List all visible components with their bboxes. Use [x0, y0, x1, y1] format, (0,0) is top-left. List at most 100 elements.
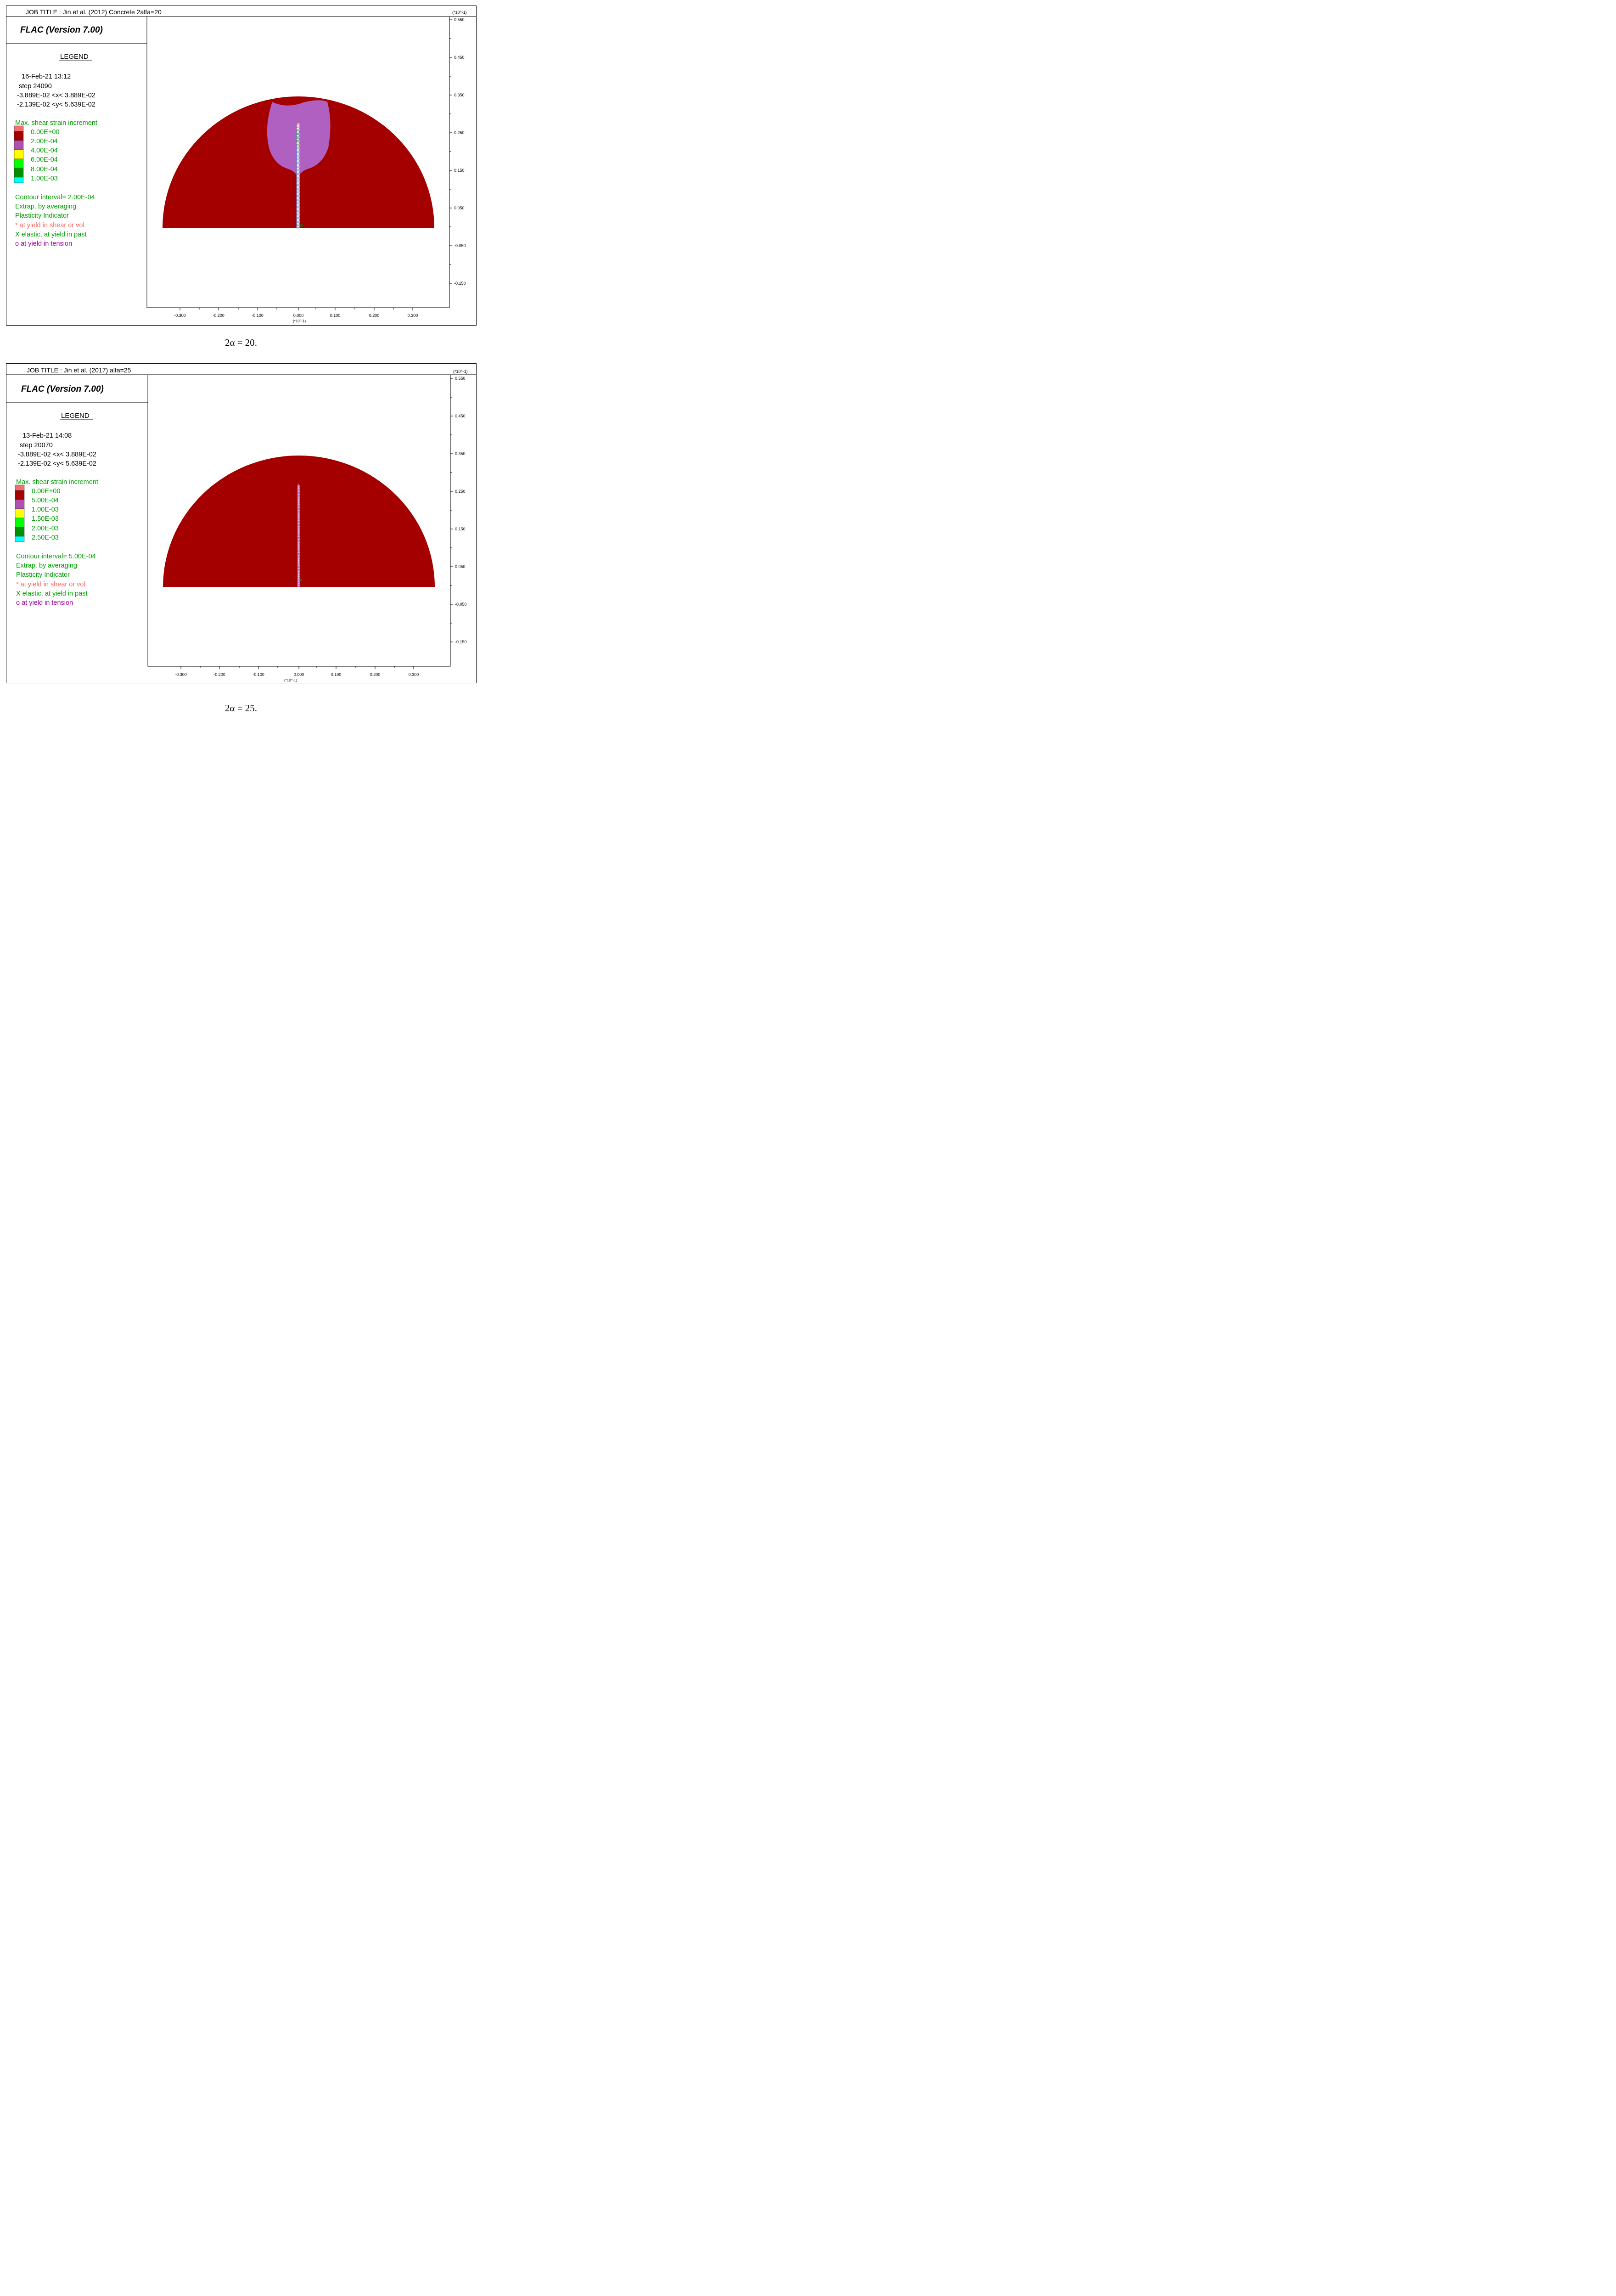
- plasticity-heading: Plasticity Indicator: [16, 571, 70, 579]
- x-tick-label: 0.000: [294, 672, 304, 677]
- contour-level-1: 2.00E-04: [31, 138, 58, 145]
- x-range: -3.889E-02 <x< 3.889E-02: [17, 92, 95, 99]
- contour-interval: Contour interval= 5.00E-04: [16, 553, 96, 560]
- y-axis-multiplier: (*10^-1): [452, 10, 467, 15]
- x-tick-label: 0.100: [330, 313, 341, 318]
- marker-elastic-note: X elastic, at yield in past: [16, 590, 88, 597]
- swatch-2: [14, 140, 24, 150]
- swatch-5: [15, 527, 25, 537]
- contour-level-1: 5.00E-04: [32, 497, 59, 504]
- contour-level-3: 1.50E-03: [32, 515, 59, 523]
- y-tick-label: 0.350: [455, 451, 466, 456]
- y-tick-label: -0.050: [454, 243, 466, 248]
- x-tick-label: 0.000: [293, 313, 304, 318]
- y-tick-label: 0.050: [455, 564, 466, 569]
- swatch-0: [15, 484, 25, 491]
- flac-plot-panel-2: JOB TITLE : Jin et al. (2017) alfa=25 FL…: [6, 363, 477, 683]
- marker-shear-note: * at yield in shear or vol.: [16, 581, 87, 588]
- y-tick-label: 0.450: [454, 55, 465, 60]
- y-tick-label: 0.550: [455, 376, 466, 381]
- y-tick-label: -0.050: [455, 602, 467, 607]
- x-tick-label: -0.100: [252, 672, 264, 677]
- program-name: FLAC (Version 7.00): [21, 384, 104, 394]
- shear-yield-marker: *: [297, 121, 299, 127]
- x-tick-label: 0.300: [409, 672, 419, 677]
- contour-interval: Contour interval= 2.00E-04: [15, 194, 95, 201]
- y-axis: 0.550 0.450 0.350 0.250 0.150 0.050 -0.0…: [449, 17, 466, 286]
- run-date: 16-Feb-21 13:12: [22, 73, 71, 80]
- contour-level-4: 8.00E-04: [31, 166, 58, 173]
- y-tick-label: 0.050: [454, 206, 465, 210]
- legend-heading: LEGEND: [60, 53, 89, 61]
- y-tick-label: -0.150: [455, 640, 467, 644]
- contour-level-5: 2.50E-03: [32, 534, 59, 541]
- run-step: step 24090: [19, 83, 52, 90]
- x-tick-label: -0.300: [175, 672, 187, 677]
- elastic-marker: x: [300, 577, 303, 583]
- x-tick-label: 0.300: [408, 313, 418, 318]
- x-tick-label: 0.200: [370, 672, 381, 677]
- extrap-note: Extrap. by averaging: [15, 203, 76, 210]
- x-tick-label: 0.100: [331, 672, 342, 677]
- flac-plot-panel-1: JOB TITLE : Jin et al. (2012) Concrete 2…: [6, 6, 477, 326]
- contour-level-0: 0.00E+00: [31, 129, 60, 136]
- y-tick-label: 0.250: [454, 130, 465, 135]
- x-axis: -0.300 -0.200 -0.100 0.000 0.100 0.200 0…: [175, 666, 419, 682]
- marker-shear-note: * at yield in shear or vol.: [15, 222, 86, 229]
- contour-swatches: [15, 484, 25, 542]
- y-tick-label: -0.150: [454, 281, 466, 286]
- contour-title: Max. shear strain increment: [16, 478, 98, 486]
- marker-elastic-note: X elastic, at yield in past: [15, 231, 87, 238]
- swatch-2: [15, 499, 25, 509]
- yield-markers-upper: [296, 124, 300, 145]
- y-axis: 0.550 0.450 0.350 0.250 0.150 0.050 -0.0…: [450, 376, 467, 644]
- swatch-0: [14, 125, 24, 132]
- legend-heading: LEGEND: [61, 412, 90, 420]
- run-date: 13-Feb-21 14:08: [22, 432, 72, 439]
- caption-panel-1: 2α = 20.: [224, 337, 258, 348]
- x-range: -3.889E-02 <x< 3.889E-02: [18, 451, 96, 458]
- tension-markers: [297, 487, 300, 587]
- plasticity-heading: Plasticity Indicator: [15, 212, 69, 219]
- extrap-note: Extrap. by averaging: [16, 562, 77, 569]
- swatch-3: [15, 508, 25, 518]
- caption-panel-2: 2α = 25.: [224, 703, 258, 714]
- contour-level-3: 6.00E-04: [31, 156, 58, 163]
- y-axis-multiplier: (*10^-1): [453, 369, 468, 374]
- run-step: step 20070: [20, 442, 53, 449]
- elastic-marker: x: [300, 223, 303, 228]
- y-tick-label: 0.450: [455, 414, 466, 418]
- y-range: -2.139E-02 <y< 5.639E-02: [18, 460, 96, 467]
- y-tick-label: 0.250: [455, 489, 466, 494]
- x-axis-multiplier: (*10^-1): [284, 678, 297, 682]
- x-tick-label: -0.200: [213, 313, 224, 318]
- contour-level-0: 0.00E+00: [32, 488, 61, 495]
- crack-column: [297, 485, 300, 587]
- x-tick-label: -0.300: [174, 313, 186, 318]
- tension-markers: [296, 130, 300, 229]
- swatch-3: [14, 149, 24, 159]
- y-tick-label: 0.350: [454, 93, 465, 97]
- marker-tension-note: o at yield in tension: [15, 240, 72, 248]
- y-tick-label: 0.150: [455, 527, 466, 531]
- contour-swatches: [14, 125, 24, 183]
- swatch-6: [14, 177, 24, 183]
- x-tick-label: 0.200: [369, 313, 380, 318]
- x-tick-label: -0.100: [252, 313, 264, 318]
- job-title: JOB TITLE : Jin et al. (2017) alfa=25: [27, 366, 131, 374]
- x-axis: -0.300 -0.200 -0.100 0.000 0.100 0.200 0…: [174, 308, 418, 323]
- contour-level-4: 2.00E-03: [32, 525, 59, 532]
- x-axis-multiplier: (*10^-1): [293, 319, 306, 323]
- y-tick-label: 0.150: [454, 168, 465, 173]
- swatch-6: [15, 536, 25, 542]
- contour-level-5: 1.00E-03: [31, 175, 58, 182]
- swatch-4: [15, 518, 25, 528]
- swatch-1: [15, 490, 25, 500]
- marker-tension-note: o at yield in tension: [16, 599, 73, 607]
- contour-level-2: 4.00E-04: [31, 147, 58, 154]
- swatch-5: [14, 168, 24, 178]
- x-tick-label: -0.200: [213, 672, 225, 677]
- y-range: -2.139E-02 <y< 5.639E-02: [17, 101, 95, 108]
- contour-level-2: 1.00E-03: [32, 506, 59, 513]
- swatch-4: [14, 158, 24, 169]
